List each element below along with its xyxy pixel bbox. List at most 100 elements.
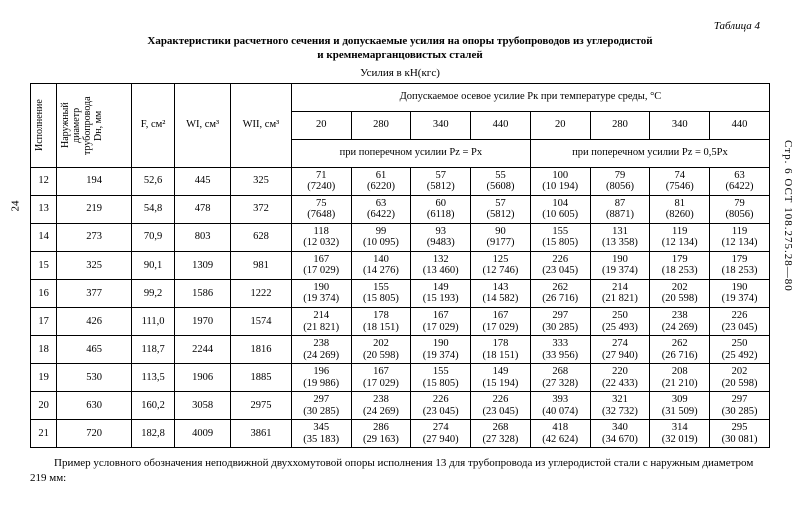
cell: 628 [231, 223, 292, 251]
cell: 372 [231, 195, 292, 223]
cell: 2244 [175, 336, 231, 364]
cell: 87(8871) [590, 195, 650, 223]
subgroup-left: при поперечном усилии Pz = Px [291, 139, 530, 167]
cell: 202(20 598) [710, 364, 770, 392]
cell: 238(24 269) [291, 336, 351, 364]
cell: 214(21 821) [291, 307, 351, 335]
cell: 21 [31, 420, 57, 448]
cell: 74(7546) [650, 167, 710, 195]
cell: 630 [57, 392, 132, 420]
cell: 194 [57, 167, 132, 195]
cell: 160,2 [131, 392, 174, 420]
table-row: 1637799,215861222190(19 374)155(15 805)1… [31, 279, 770, 307]
cell: 93(9483) [411, 223, 471, 251]
units-line: Усилия в кН(кгс) [30, 67, 770, 79]
cell: 295(30 081) [710, 420, 770, 448]
table-head: Исполнение Наружный диаметр трубопровода… [31, 83, 770, 167]
table-label: Таблица 4 [30, 20, 760, 32]
table-row: 18465118,722441816238(24 269)202(20 598)… [31, 336, 770, 364]
cell: 140(14 276) [351, 251, 411, 279]
cell: 19 [31, 364, 57, 392]
cell: 190(19 374) [710, 279, 770, 307]
cell: 131(13 358) [590, 223, 650, 251]
cell: 71(7240) [291, 167, 351, 195]
cell: 79(8056) [710, 195, 770, 223]
cell: 268(27 328) [530, 364, 590, 392]
cell: 155(15 805) [411, 364, 471, 392]
cell: 226(23 045) [471, 392, 531, 420]
cell: 273 [57, 223, 132, 251]
title-line-1: Характеристики расчетного сечения и допу… [147, 35, 652, 47]
cell: 238(24 269) [351, 392, 411, 420]
cell: 57(5812) [471, 195, 531, 223]
cell: 250(25 492) [710, 336, 770, 364]
cell: 90,1 [131, 251, 174, 279]
table-row: 1532590,11309981167(17 029)140(14 276)13… [31, 251, 770, 279]
cell: 202(20 598) [351, 336, 411, 364]
temp-7: 440 [710, 111, 770, 139]
cell: 1906 [175, 364, 231, 392]
cell: 250(25 493) [590, 307, 650, 335]
cell: 167(17 029) [471, 307, 531, 335]
cell: 61(6220) [351, 167, 411, 195]
cell: 63(6422) [710, 167, 770, 195]
col-header-w2: WII, см³ [231, 83, 292, 167]
cell: 297(30 285) [710, 392, 770, 420]
cell: 167(17 029) [411, 307, 471, 335]
cell: 345(35 183) [291, 420, 351, 448]
cell: 90(9177) [471, 223, 531, 251]
cell: 14 [31, 223, 57, 251]
cell: 125(12 746) [471, 251, 531, 279]
cell: 190(19 374) [411, 336, 471, 364]
cell: 4009 [175, 420, 231, 448]
cell: 167(17 029) [291, 251, 351, 279]
col-header-ispolnenie: Исполнение [33, 86, 46, 165]
title: Характеристики расчетного сечения и допу… [30, 35, 770, 63]
cell: 333(33 956) [530, 336, 590, 364]
cell: 340(34 670) [590, 420, 650, 448]
cell: 113,5 [131, 364, 174, 392]
cell: 111,0 [131, 307, 174, 335]
cell: 465 [57, 336, 132, 364]
col-header-f: F, см² [131, 83, 174, 167]
cell: 118,7 [131, 336, 174, 364]
cell: 179(18 253) [650, 251, 710, 279]
cell: 226(23 045) [411, 392, 471, 420]
cell: 17 [31, 307, 57, 335]
cell: 274(27 940) [411, 420, 471, 448]
table-row: 17426111,019701574214(21 821)178(18 151)… [31, 307, 770, 335]
temp-5: 280 [590, 111, 650, 139]
cell: 445 [175, 167, 231, 195]
cell: 314(32 019) [650, 420, 710, 448]
cell: 220(22 433) [590, 364, 650, 392]
col-header-diameter: Наружный диаметр трубопровода Dн, мм [59, 86, 105, 165]
cell: 1309 [175, 251, 231, 279]
cell: 79(8056) [590, 167, 650, 195]
cell: 1222 [231, 279, 292, 307]
cell: 286(29 163) [351, 420, 411, 448]
title-line-2: и кремнемарганцовистых сталей [317, 49, 482, 61]
temp-3: 440 [471, 111, 531, 139]
cell: 418(42 624) [530, 420, 590, 448]
cell: 530 [57, 364, 132, 392]
cell: 179(18 253) [710, 251, 770, 279]
cell: 104(10 605) [530, 195, 590, 223]
cell: 132(13 460) [411, 251, 471, 279]
cell: 393(40 074) [530, 392, 590, 420]
cell: 2975 [231, 392, 292, 420]
temp-0: 20 [291, 111, 351, 139]
cell: 1574 [231, 307, 292, 335]
table-row: 1321954,847837275(7648)63(6422)60(6118)5… [31, 195, 770, 223]
cell: 190(19 374) [590, 251, 650, 279]
temp-6: 340 [650, 111, 710, 139]
cell: 12 [31, 167, 57, 195]
table-body: 1219452,644532571(7240)61(6220)57(5812)5… [31, 167, 770, 448]
cell: 202(20 598) [650, 279, 710, 307]
subgroup-right: при поперечном усилии Pz = 0,5Px [530, 139, 769, 167]
cell: 119(12 134) [650, 223, 710, 251]
cell: 70,9 [131, 223, 174, 251]
cell: 54,8 [131, 195, 174, 223]
cell: 321(32 732) [590, 392, 650, 420]
cell: 99(10 095) [351, 223, 411, 251]
temp-1: 280 [351, 111, 411, 139]
